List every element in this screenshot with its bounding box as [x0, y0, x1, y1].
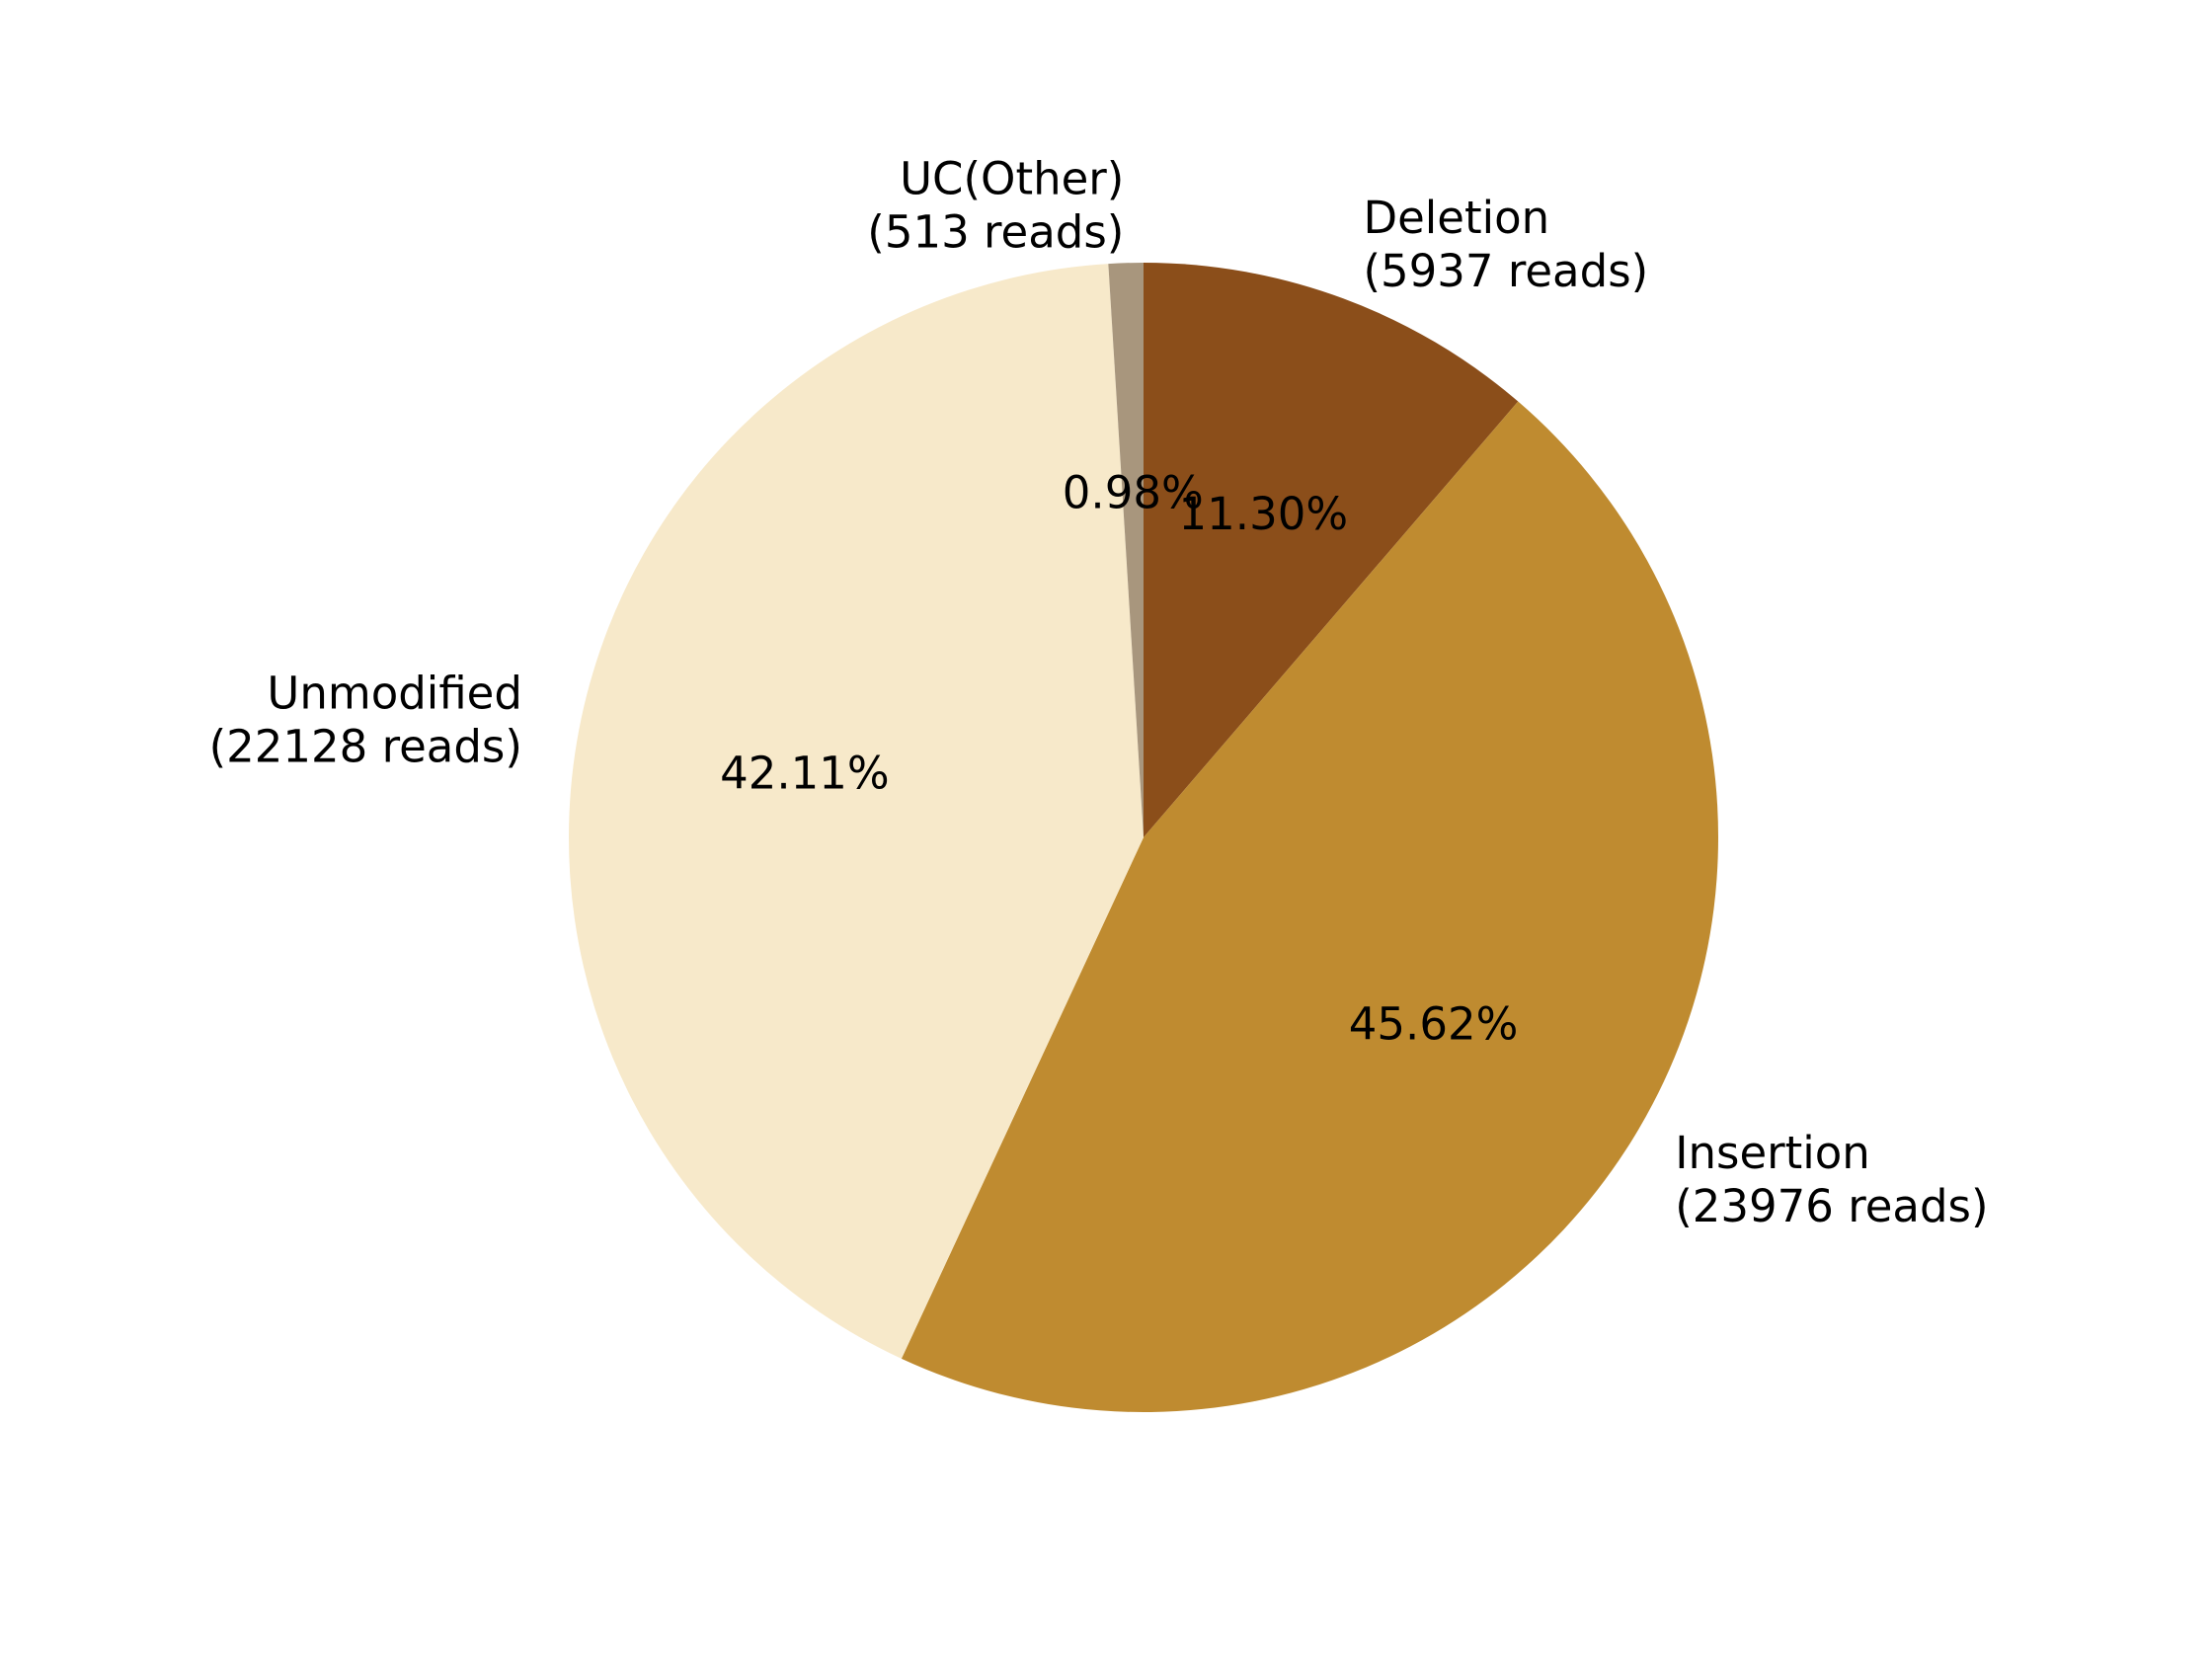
pie-labels: 11.30% Deletion (5937 reads) 45.62% Insertio…	[209, 153, 1989, 1233]
slice-name: Deletion	[1363, 192, 1549, 244]
slice-percent-uc-other: 0.98%	[1063, 466, 1204, 518]
slice-name: Unmodified	[267, 668, 522, 720]
slice-percent-deletion: 11.30%	[1179, 488, 1349, 540]
slice-count: (23976 reads)	[1675, 1180, 1988, 1232]
slice-name: Insertion	[1675, 1127, 1870, 1179]
slice-uc-other	[1108, 263, 1144, 837]
slice-insertion	[901, 401, 1719, 1413]
slice-count: (22128 reads)	[209, 721, 522, 773]
slice-percent-insertion: 45.62%	[1349, 998, 1519, 1051]
slice-label-insertion: Insertion (23976 reads)	[1675, 1127, 1988, 1232]
slice-label-unmodified: Unmodified (22128 reads)	[209, 668, 522, 773]
slice-unmodified	[569, 264, 1144, 1359]
slice-deletion	[1144, 263, 1519, 837]
slice-percent-unmodified: 42.11%	[720, 748, 890, 800]
pie-slices	[569, 263, 1719, 1413]
slice-name: UC(Other)	[900, 153, 1124, 205]
slice-count: (513 reads)	[867, 206, 1124, 259]
slice-label-uc-other: UC(Other) (513 reads)	[867, 153, 1124, 259]
slice-label-deletion: Deletion (5937 reads)	[1363, 192, 1648, 297]
slice-count: (5937 reads)	[1363, 245, 1648, 297]
